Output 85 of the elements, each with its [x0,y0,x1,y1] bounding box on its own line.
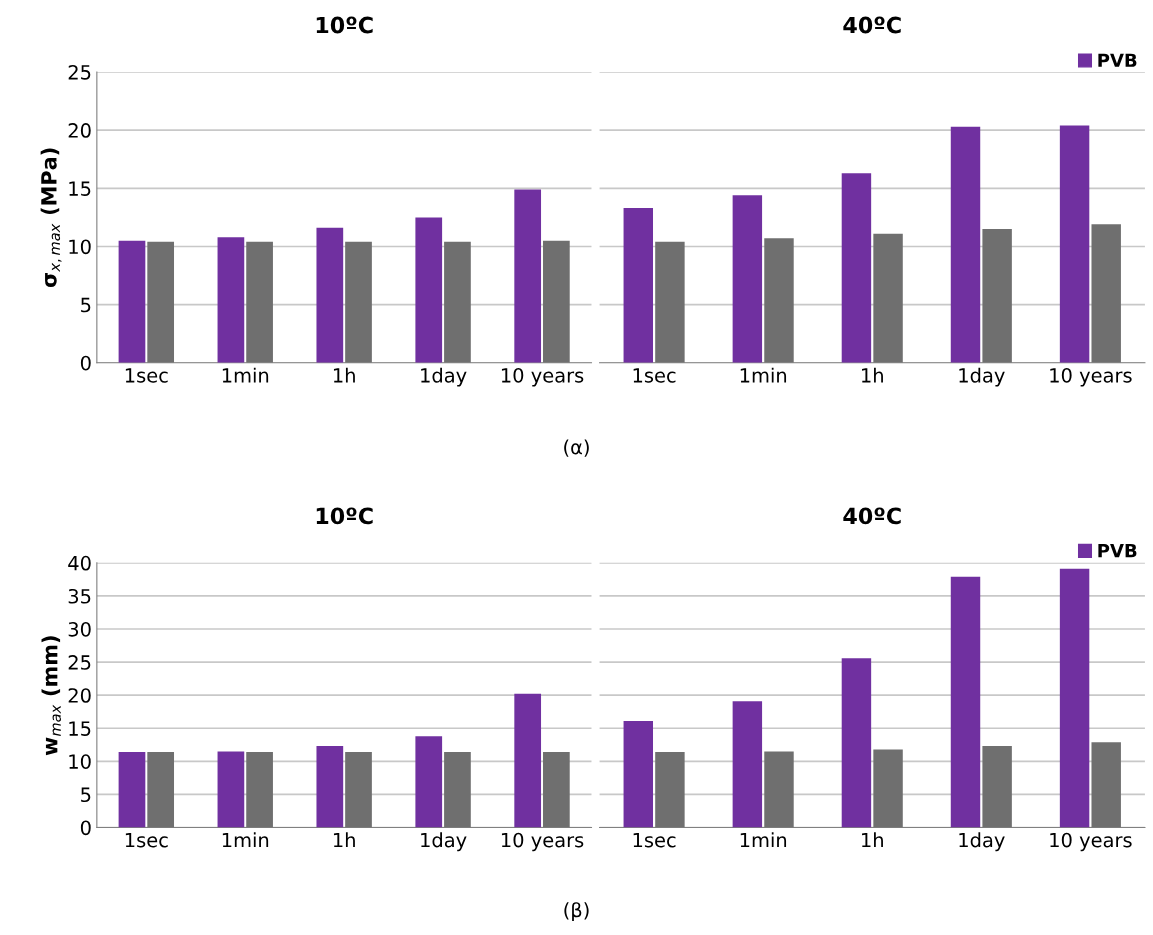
bar [1059,568,1090,828]
y-tick-label: 0 [80,355,91,371]
bar [246,752,273,828]
y-tick-label: 15 [69,721,91,736]
bar [950,126,981,363]
chart-title: 40ºC [843,16,901,34]
bar [118,752,146,828]
bar [217,237,245,363]
x-tick-label: 10 years [1050,832,1132,852]
bar [1059,125,1090,363]
bar [982,229,1012,363]
y-tick-label: 25 [68,655,91,670]
chart-title: 10ºC [316,16,373,34]
bar [1091,224,1121,363]
bar [514,189,542,363]
x-tick-label: 1h [862,832,883,848]
x-tick-label: 1day [421,367,467,387]
bar [982,746,1012,828]
legend-label: PVB [1098,544,1137,558]
bar [623,720,654,828]
x-tick-label: 1min [740,367,787,383]
bar [444,752,471,828]
y-tick-label: 40 [68,555,91,571]
x-tick-label: 1min [222,367,269,383]
y-tick-label: 5 [81,297,91,313]
x-tick-label: 10 years [501,367,584,387]
chart-title: 10ºC [316,507,373,525]
bar [415,217,443,363]
text: (α) [564,439,589,457]
bar [655,752,685,828]
bar [873,749,903,828]
bar [316,746,344,828]
y-tick-label: 5 [81,787,91,803]
x-tick-label: 1sec [633,832,676,848]
y-tick-label: 0 [80,820,91,836]
x-tick-label: 1sec [125,368,168,383]
bar [415,736,443,828]
chart-title: 40ºC [843,507,901,525]
text: (β) [564,902,589,922]
bar [841,658,872,828]
y-tick-label: 10 [69,239,91,255]
bar [543,752,570,828]
y-axis-title: σ$_{x,max}$ (MPa) [40,148,62,288]
y-tick-label: 25 [68,64,91,80]
x-tick-label: 1sec [633,368,676,383]
bar [217,751,245,828]
x-tick-label: 1h [333,832,355,848]
bar [543,240,570,363]
bar [316,227,344,363]
x-tick-label: 1day [959,832,1005,852]
y-tick-label: 20 [68,123,91,138]
x-tick-label: 1day [959,367,1005,387]
bar [147,752,175,828]
bar [444,241,471,363]
bar [514,693,542,828]
y-tick-label: 15 [69,181,91,196]
bar [950,576,981,828]
bar [655,241,685,363]
bar [764,751,794,828]
bar [345,752,372,828]
x-tick-label: 1h [862,367,883,383]
bar [623,208,654,363]
bar [118,240,146,363]
bar [732,701,763,828]
y-tick-label: 20 [68,688,91,703]
y-tick-label: 30 [68,621,91,637]
bar [732,195,763,363]
x-tick-label: 1min [222,832,269,848]
y-axis-title: w$_{max}$ (mm) [41,636,61,756]
x-tick-label: 1day [421,832,467,852]
y-tick-label: 35 [68,588,91,604]
x-tick-label: 10 years [1050,367,1132,387]
bar [841,173,872,363]
bar [147,241,175,363]
x-tick-label: 1sec [125,832,168,848]
bar [873,233,903,363]
x-tick-label: 1min [740,832,787,848]
x-tick-label: 10 years [501,832,584,852]
bar [345,241,372,363]
x-tick-label: 1h [333,367,355,383]
y-tick-label: 10 [69,754,91,769]
bar [246,241,273,363]
bar [1091,742,1121,828]
legend-label: PVB [1098,53,1137,67]
bar [764,238,794,363]
